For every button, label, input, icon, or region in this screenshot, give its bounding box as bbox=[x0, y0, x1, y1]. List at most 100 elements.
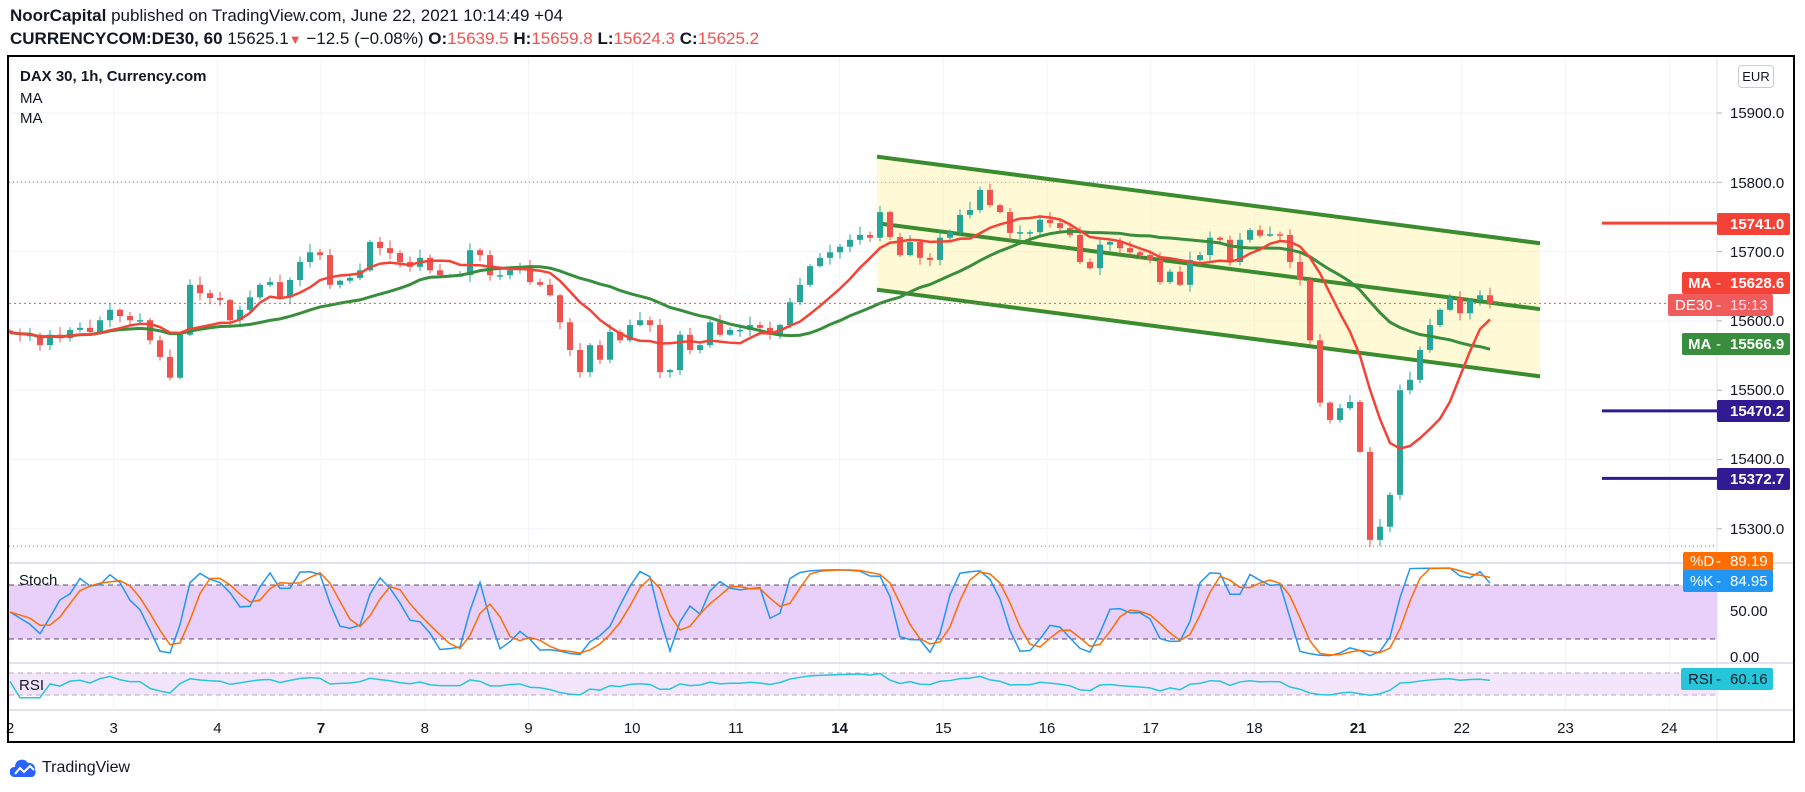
price-axis[interactable]: 15900.0 15800.0 15700.0 15600.0 15500.0 … bbox=[1717, 105, 1784, 666]
x-tick: 11 bbox=[728, 720, 744, 737]
candle-body bbox=[557, 295, 563, 323]
indicator-bands bbox=[9, 584, 1717, 696]
candle-body bbox=[1227, 239, 1233, 262]
svg-text:15470.2: 15470.2 bbox=[1730, 403, 1784, 420]
symbol-info: CURRENCYCOM:DE30, 60 15625.1▼ −12.5 (−0.… bbox=[10, 29, 759, 49]
svg-text:84.95: 84.95 bbox=[1730, 573, 1768, 590]
candle-body bbox=[1247, 230, 1253, 240]
candle-body bbox=[1437, 309, 1443, 326]
legend-ma-slow[interactable]: MA bbox=[20, 110, 43, 127]
candle-body bbox=[427, 257, 433, 271]
candle-body bbox=[167, 356, 173, 378]
candle-body bbox=[537, 282, 543, 285]
candle-body bbox=[547, 284, 553, 296]
candle-body bbox=[987, 189, 993, 206]
candle-body bbox=[697, 345, 703, 351]
symbol-countdown-tag: DE30-15:13 bbox=[1668, 294, 1773, 316]
stoch-band bbox=[9, 585, 1717, 639]
time-axis[interactable]: 2 3 4 7 8 9 10 11 14 15 16 17 18 21 22 23 24 bbox=[6, 720, 1678, 737]
candle-body bbox=[47, 334, 53, 346]
svg-text:-: - bbox=[1716, 297, 1721, 314]
horizontal-levels[interactable] bbox=[1602, 221, 1717, 480]
candle-body bbox=[617, 331, 623, 341]
stoch-label: Stoch bbox=[19, 572, 57, 589]
candle-body bbox=[1327, 402, 1333, 420]
candle-body bbox=[937, 237, 943, 260]
svg-text:-: - bbox=[1716, 573, 1721, 590]
candle-body bbox=[477, 250, 483, 256]
candle-body bbox=[1407, 379, 1413, 391]
candle-body bbox=[487, 255, 493, 276]
high-label: H: bbox=[513, 29, 532, 48]
candle-body bbox=[1177, 271, 1183, 285]
candle-body bbox=[1257, 230, 1263, 236]
candle-body bbox=[607, 331, 613, 360]
candle-body bbox=[347, 277, 353, 281]
x-tick: 16 bbox=[1039, 720, 1056, 737]
open-label: O: bbox=[428, 29, 448, 48]
x-tick: 22 bbox=[1453, 720, 1470, 737]
candle-body bbox=[1397, 390, 1403, 495]
x-tick: 14 bbox=[831, 720, 848, 737]
last-price: 15625.1 bbox=[227, 29, 289, 48]
y-tick: 15800.0 bbox=[1730, 175, 1784, 192]
candle-body bbox=[807, 266, 813, 285]
candle-body bbox=[1297, 261, 1303, 281]
candle-body bbox=[1117, 241, 1123, 249]
candle-body bbox=[587, 345, 593, 373]
candle-body bbox=[1127, 248, 1133, 253]
stoch-k-tag: %K -84.95 bbox=[1683, 570, 1773, 592]
grid bbox=[9, 57, 1795, 743]
publish-info: NoorCapital published on TradingView.com… bbox=[10, 6, 563, 26]
channel-lower-line bbox=[876, 287, 1541, 379]
candle-body bbox=[917, 241, 923, 258]
candle-body bbox=[1187, 259, 1193, 285]
candle-body bbox=[1367, 451, 1373, 540]
x-tick: 21 bbox=[1350, 720, 1367, 737]
candle-body bbox=[1347, 401, 1353, 409]
svg-text:MA: MA bbox=[1688, 275, 1711, 292]
candle-body bbox=[207, 293, 213, 299]
x-tick: 3 bbox=[110, 720, 118, 737]
candle-body bbox=[1047, 219, 1053, 224]
candle-body bbox=[737, 329, 743, 332]
candle-body bbox=[107, 309, 113, 321]
candles bbox=[7, 183, 1493, 547]
descending-channel[interactable] bbox=[876, 154, 1541, 379]
candle-body bbox=[1167, 271, 1173, 283]
down-arrow-icon: ▼ bbox=[288, 32, 302, 47]
high-value: 15659.8 bbox=[531, 29, 593, 48]
svg-text:15628.6: 15628.6 bbox=[1730, 275, 1784, 292]
svg-text:15741.0: 15741.0 bbox=[1730, 216, 1784, 233]
candle-body bbox=[7, 330, 13, 333]
y-tick: 15500.0 bbox=[1730, 382, 1784, 399]
candle-body bbox=[437, 270, 443, 276]
tradingview-logo[interactable]: TradingView bbox=[10, 758, 130, 778]
currency-button[interactable]: EUR bbox=[1738, 65, 1774, 88]
publisher-name: NoorCapital bbox=[10, 6, 107, 25]
close-value: 15625.2 bbox=[697, 29, 760, 48]
svg-text:DE30: DE30 bbox=[1675, 297, 1713, 314]
svg-text:15566.9: 15566.9 bbox=[1730, 336, 1784, 353]
stoch-tick: 50.00 bbox=[1730, 603, 1768, 620]
candle-body bbox=[187, 284, 193, 335]
x-tick: 8 bbox=[421, 720, 429, 737]
close-label: C: bbox=[679, 29, 698, 48]
candle-body bbox=[1267, 234, 1273, 236]
candle-body bbox=[1057, 223, 1063, 229]
channel-upper-line bbox=[876, 154, 1541, 246]
candle-body bbox=[307, 252, 313, 262]
x-tick: 23 bbox=[1557, 720, 1574, 737]
rsi-label: RSI bbox=[19, 677, 44, 694]
chart-frame bbox=[7, 55, 1795, 743]
legend-ma-fast[interactable]: MA bbox=[20, 90, 43, 107]
candle-body bbox=[127, 316, 133, 321]
y-tick: 15700.0 bbox=[1730, 244, 1784, 261]
ma-slow-tag: MA -15566.9 bbox=[1682, 333, 1790, 355]
rsi-tag: RSI -60.16 bbox=[1681, 668, 1773, 690]
candle-body bbox=[507, 270, 513, 276]
candle-body bbox=[817, 257, 823, 267]
candle-body bbox=[1197, 255, 1203, 260]
candle-body bbox=[887, 212, 893, 238]
